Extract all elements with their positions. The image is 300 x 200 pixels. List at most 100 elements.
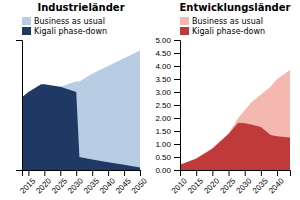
tick-mark xyxy=(261,170,262,176)
tick: 2010 xyxy=(170,170,189,195)
tick: 4.50 xyxy=(155,49,180,58)
tick-label: 2025 xyxy=(50,176,69,195)
tick: 2.00 xyxy=(155,114,180,123)
legend-item: Business as usual xyxy=(22,17,105,26)
tick-mark xyxy=(174,105,180,106)
plot-area xyxy=(22,50,140,170)
legend-item: Kigali phase-down xyxy=(22,27,107,36)
tick: 2030 xyxy=(235,170,254,195)
x-axis: 20152020202520302035204020452050 xyxy=(18,170,149,195)
tick-mark xyxy=(60,170,61,176)
legend: Business as usualKigali phase-down xyxy=(180,17,265,36)
axis-line xyxy=(16,41,23,171)
tick-mark xyxy=(174,66,180,67)
tick-label: 3.00 xyxy=(155,88,171,97)
tick: 2040 xyxy=(98,170,117,195)
legend-item: Business as usual xyxy=(180,17,263,26)
tick-mark xyxy=(140,170,141,176)
tick-mark xyxy=(28,170,29,176)
panel: 20152020202520302035204020452050Industri… xyxy=(16,2,149,195)
tick: 2040 xyxy=(267,170,286,195)
tick-mark xyxy=(174,170,180,171)
axis-line xyxy=(181,171,291,177)
tick-mark xyxy=(174,79,180,80)
panel: 20102015202020252030203520400.000.501.00… xyxy=(155,2,290,195)
legend-swatch xyxy=(22,27,31,35)
tick: 2020 xyxy=(34,170,53,195)
tick-label: 2015 xyxy=(186,176,205,195)
tick: 0.00 xyxy=(155,166,180,175)
tick-label: 2040 xyxy=(267,176,286,195)
tick-label: 2020 xyxy=(202,176,221,195)
tick-mark xyxy=(245,170,246,176)
y-axis xyxy=(16,41,23,171)
tick-mark xyxy=(76,170,77,176)
legend-label: Business as usual xyxy=(34,17,105,26)
tick-label: 2030 xyxy=(66,176,85,195)
tick-label: 2020 xyxy=(34,176,53,195)
y-axis: 0.00 0.50 1.00 1.50 2.00 2.50 3.00 3.50 4.00 4.50… xyxy=(155,36,180,175)
tick-mark xyxy=(108,170,109,176)
tick: 2.50 xyxy=(155,101,180,110)
tick-label: 2015 xyxy=(18,176,37,195)
tick-label: 2.50 xyxy=(155,101,171,110)
tick-label: 1.50 xyxy=(155,127,171,136)
tick: 5.00 xyxy=(155,36,180,45)
tick-label: 2045 xyxy=(114,176,133,195)
plot-area xyxy=(180,70,290,170)
tick: 2035 xyxy=(251,170,270,195)
tick-label: 2025 xyxy=(218,176,237,195)
tick-label: 2010 xyxy=(170,176,189,195)
legend-label: Kigali phase-down xyxy=(34,27,107,36)
figure: 20152020202520302035204020452050Industri… xyxy=(0,0,300,200)
tick: 2050 xyxy=(130,170,149,195)
tick: 2015 xyxy=(186,170,205,195)
x-axis: 2010201520202025203020352040 xyxy=(170,170,291,195)
area xyxy=(22,84,140,170)
tick-mark xyxy=(174,53,180,54)
tick: 2015 xyxy=(18,170,37,195)
tick: 4.00 xyxy=(155,62,180,71)
tick: 2025 xyxy=(50,170,69,195)
tick: 3.00 xyxy=(155,88,180,97)
tick-label: 2035 xyxy=(82,176,101,195)
legend-item: Kigali phase-down xyxy=(180,27,265,36)
tick: 2025 xyxy=(218,170,237,195)
tick: 3.50 xyxy=(155,75,180,84)
tick-mark xyxy=(44,170,45,176)
tick-mark xyxy=(174,157,180,158)
tick-label: 2040 xyxy=(98,176,117,195)
tick-label: 1.00 xyxy=(155,140,171,149)
legend: Business as usualKigali phase-down xyxy=(22,17,107,36)
tick: 2030 xyxy=(66,170,85,195)
tick-label: 0.50 xyxy=(155,153,171,162)
tick-mark xyxy=(124,170,125,176)
tick-mark xyxy=(174,118,180,119)
tick-label: 2.00 xyxy=(155,114,171,123)
tick-label: 4.00 xyxy=(155,62,171,71)
tick-label: 4.50 xyxy=(155,49,171,58)
tick: 0.50 xyxy=(155,153,180,162)
area xyxy=(180,70,290,170)
tick: 2045 xyxy=(114,170,133,195)
tick-label: 2035 xyxy=(251,176,270,195)
tick-mark xyxy=(174,144,180,145)
legend-swatch xyxy=(180,17,189,25)
legend-label: Business as usual xyxy=(192,17,263,26)
tick-mark xyxy=(212,170,213,176)
tick-mark xyxy=(92,170,93,176)
tick-mark xyxy=(277,170,278,176)
tick-label: 2030 xyxy=(235,176,254,195)
tick-mark xyxy=(196,170,197,176)
area xyxy=(22,50,140,170)
tick-mark xyxy=(174,40,180,41)
legend-swatch xyxy=(22,17,31,25)
tick-mark xyxy=(174,92,180,93)
tick-label: 0.00 xyxy=(155,166,171,175)
tick: 1.00 xyxy=(155,140,180,149)
axis-line xyxy=(23,171,141,177)
tick: 2020 xyxy=(202,170,221,195)
tick: 2035 xyxy=(82,170,101,195)
axis-line xyxy=(174,41,181,171)
tick: 1.50 xyxy=(155,127,180,136)
